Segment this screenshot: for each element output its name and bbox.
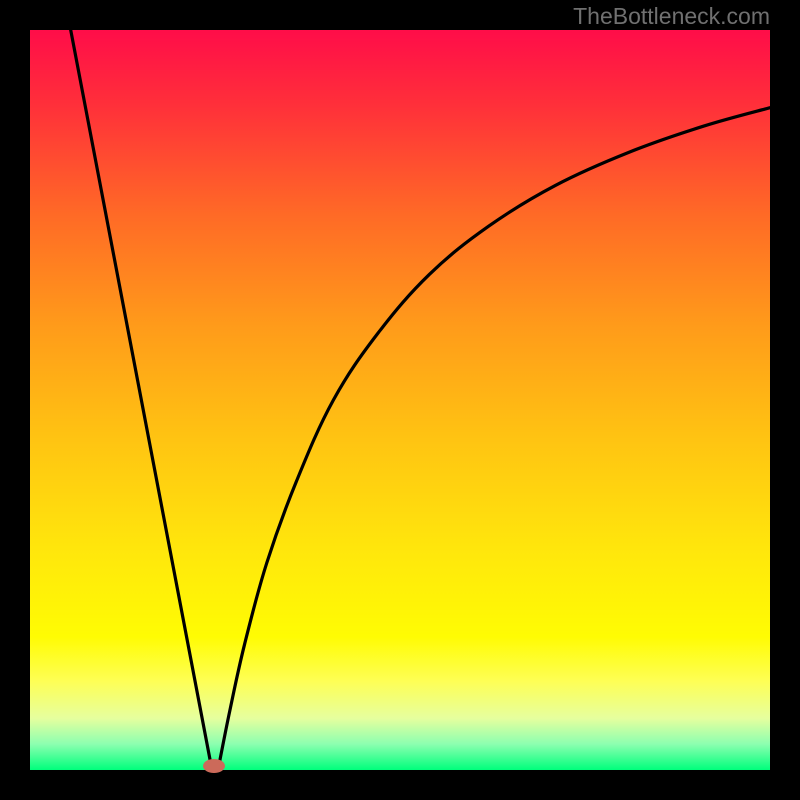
plot-area <box>30 30 770 770</box>
curve-svg <box>30 30 770 770</box>
minimum-marker <box>203 759 225 773</box>
chart-container: TheBottleneck.com <box>0 0 800 800</box>
watermark-text: TheBottleneck.com <box>573 3 770 30</box>
curve-left-branch <box>71 30 212 766</box>
curve-right-branch <box>219 108 770 767</box>
